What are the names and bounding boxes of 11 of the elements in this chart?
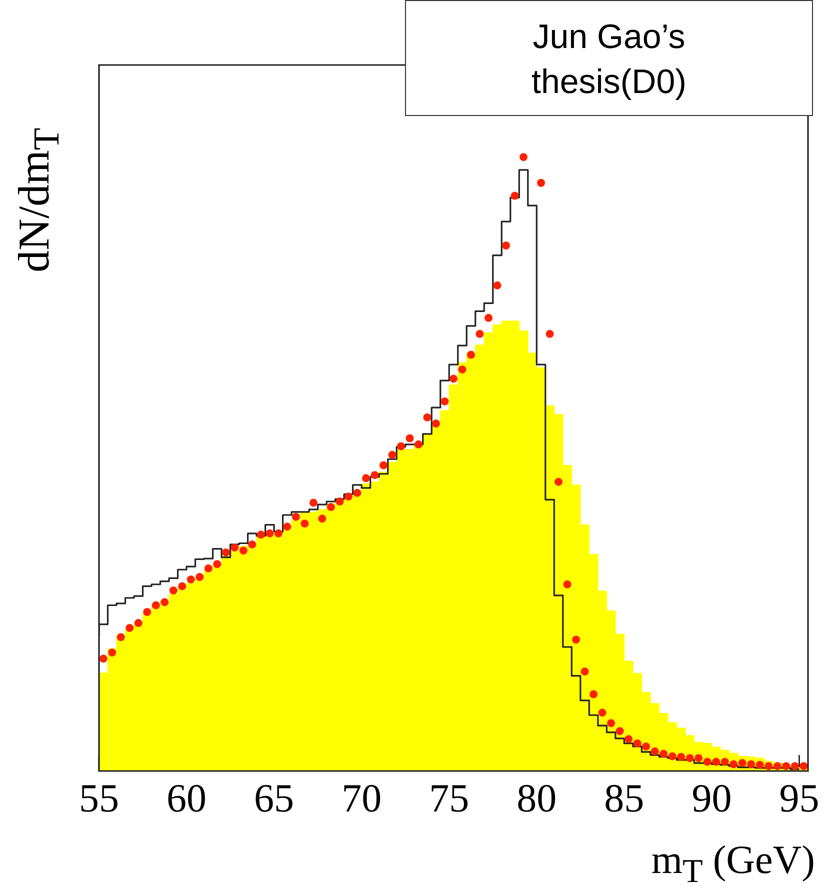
x-tick-label: 60 — [166, 776, 207, 820]
x-axis-title: m$_{T}$ (GeV) — [651, 836, 815, 891]
x-tick-label: 75 — [429, 776, 470, 820]
x-tick-label: 90 — [692, 776, 732, 820]
x-tick-label: 85 — [604, 776, 644, 820]
x-tick-label: 55 — [79, 776, 119, 820]
x-tick-label: 65 — [254, 776, 294, 820]
text: Jun Gao’s thesis(D0) — [405, 0, 813, 116]
x-tick-label: 80 — [516, 776, 557, 820]
x-tick-label: 70 — [342, 776, 382, 820]
x-tick-label: 95 — [779, 776, 820, 820]
